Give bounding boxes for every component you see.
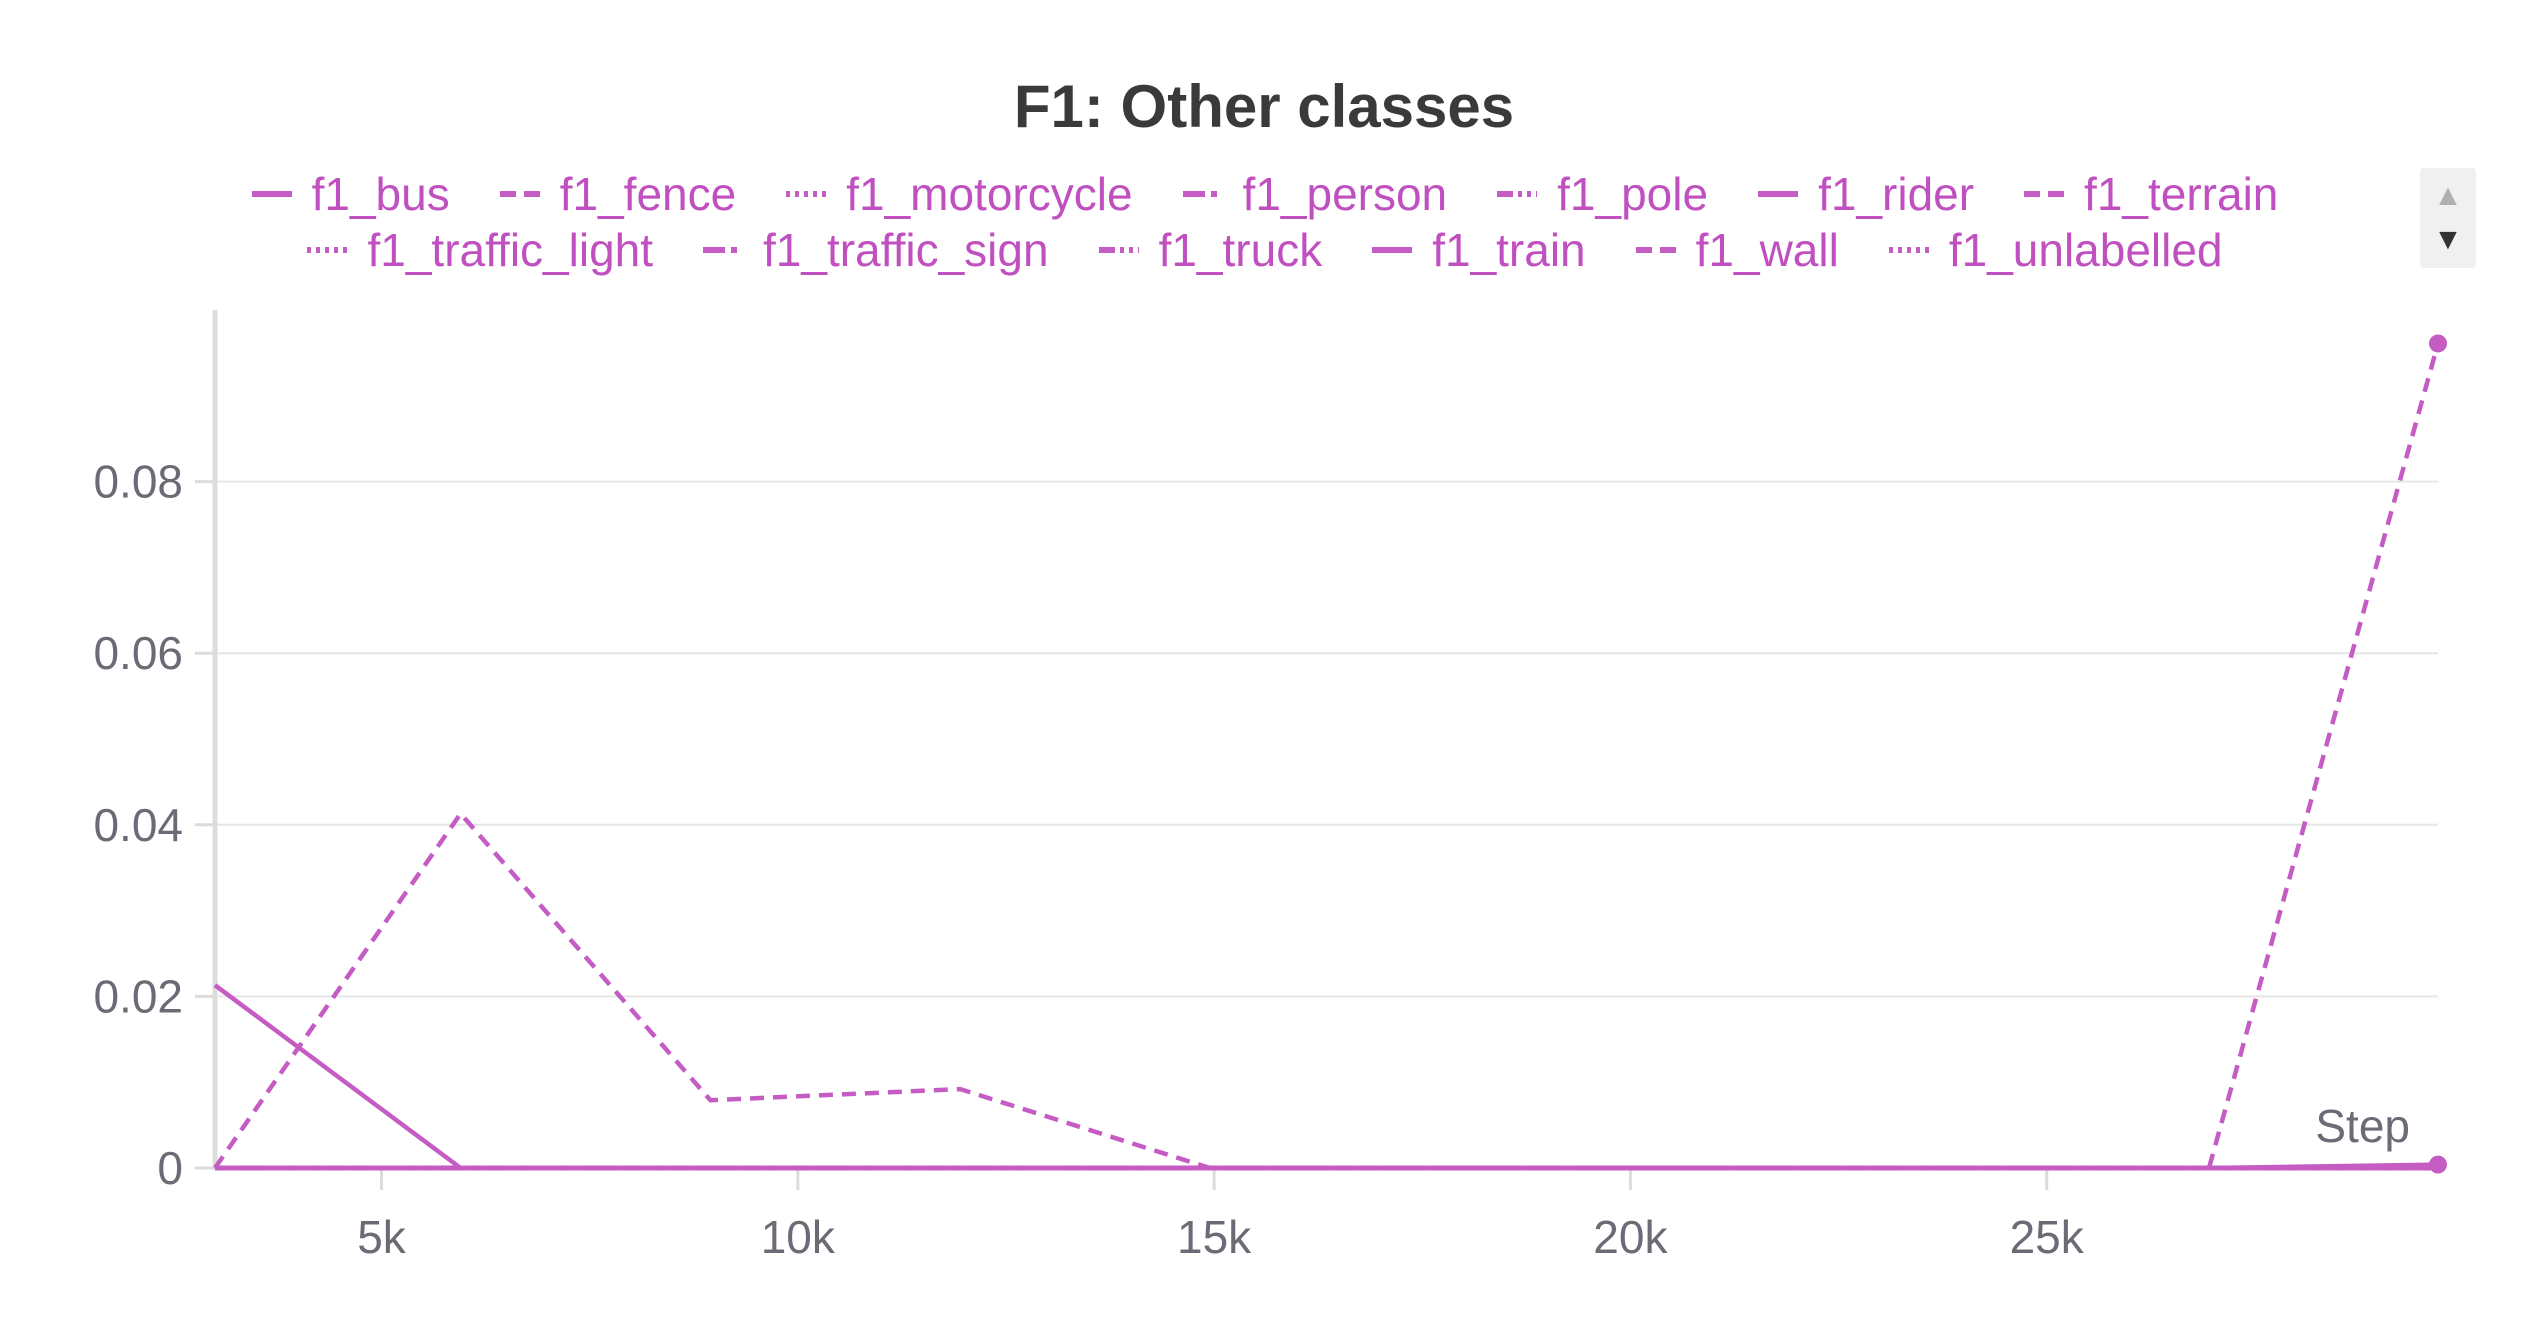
y-tick-label: 0.04: [93, 799, 183, 851]
x-tick-label: 25k: [2010, 1211, 2085, 1263]
y-tick-label: 0.08: [93, 456, 183, 508]
legend-label: f1_traffic_light: [367, 224, 654, 276]
x-tick-label: 15k: [1177, 1211, 1252, 1263]
legend-item[interactable]: f1_motorcycle: [784, 166, 1133, 222]
legend-label: f1_unlabelled: [1948, 224, 2223, 276]
legend-swatch: [2024, 191, 2065, 197]
legend-swatch: [307, 247, 348, 253]
series-end-marker: [2429, 1155, 2447, 1174]
y-tick-label: 0: [157, 1142, 183, 1194]
legend-swatch: [1758, 191, 1799, 197]
series-end-marker: [2429, 334, 2447, 353]
legend-item[interactable]: f1_train: [1370, 222, 1586, 278]
legend-label: f1_person: [1242, 168, 1448, 220]
legend-swatch: [786, 191, 827, 197]
legend-swatch: [1497, 191, 1538, 197]
legend-swatch: [1635, 247, 1676, 253]
end-markers: [2429, 334, 2447, 1174]
x-tick-label: 20k: [1593, 1211, 1668, 1263]
legend-swatch: [1182, 191, 1223, 197]
legend-label: f1_pole: [1557, 168, 1709, 220]
chart-title: F1: Other classes: [1013, 73, 1515, 140]
legend-label: f1_bus: [311, 168, 450, 220]
legend-label: f1_truck: [1158, 224, 1323, 276]
series-line-f1_bus: [213, 983, 2439, 1171]
legend-item[interactable]: f1_person: [1181, 166, 1448, 222]
legend-item[interactable]: f1_traffic_light: [305, 222, 653, 278]
legend-label: f1_train: [1432, 224, 1586, 276]
legend-item[interactable]: f1_rider: [1756, 166, 1974, 222]
axes: 0 0.02 0.04 0.06 0.08 5k 10k 15k 20k 25k: [93, 310, 2442, 1263]
x-tick-label: 10k: [761, 1211, 836, 1263]
legend-label: f1_traffic_sign: [763, 224, 1049, 276]
legend-swatch: [499, 191, 540, 197]
y-tick-label: 0.06: [93, 627, 183, 679]
legend-swatch: [703, 247, 744, 253]
legend-scroller: ▲ ▼: [2420, 168, 2476, 268]
legend-item[interactable]: f1_truck: [1097, 222, 1323, 278]
series-lines: [213, 342, 2441, 1171]
legend-item[interactable]: f1_traffic_sign: [701, 222, 1049, 278]
x-tick-label: 5k: [357, 1211, 407, 1263]
legend-item[interactable]: f1_unlabelled: [1887, 222, 2223, 278]
legend-label: f1_fence: [559, 168, 737, 220]
x-axis-label: Step: [2315, 1100, 2410, 1152]
legend-label: f1_motorcycle: [846, 168, 1133, 220]
legend-item[interactable]: f1_terrain: [2022, 166, 2278, 222]
legend-item[interactable]: f1_fence: [498, 166, 736, 222]
legend-swatch: [1098, 247, 1139, 253]
grid: [215, 480, 2438, 998]
series-line-f1_fence: [213, 342, 2441, 1171]
y-tick-label: 0.02: [93, 970, 183, 1022]
legend-item[interactable]: f1_pole: [1495, 166, 1708, 222]
legend-item[interactable]: f1_wall: [1634, 222, 1839, 278]
legend-label: f1_wall: [1695, 224, 1839, 276]
legend-item[interactable]: f1_bus: [250, 166, 450, 222]
legend-swatch: [251, 191, 292, 197]
legend: f1_bus f1_fence f1_motorcycle f1_person f1_p…: [0, 166, 2528, 222]
legend-label: f1_rider: [1818, 168, 1975, 220]
scroll-down-icon[interactable]: ▼: [2433, 223, 2463, 256]
legend-swatch: [1372, 247, 1413, 253]
legend-swatch: [1888, 247, 1929, 253]
scroll-up-icon[interactable]: ▲: [2433, 179, 2463, 212]
legend: f1_traffic_light f1_traffic_sign f1_truck f…: [0, 222, 2528, 278]
legend-label: f1_terrain: [2084, 168, 2279, 220]
